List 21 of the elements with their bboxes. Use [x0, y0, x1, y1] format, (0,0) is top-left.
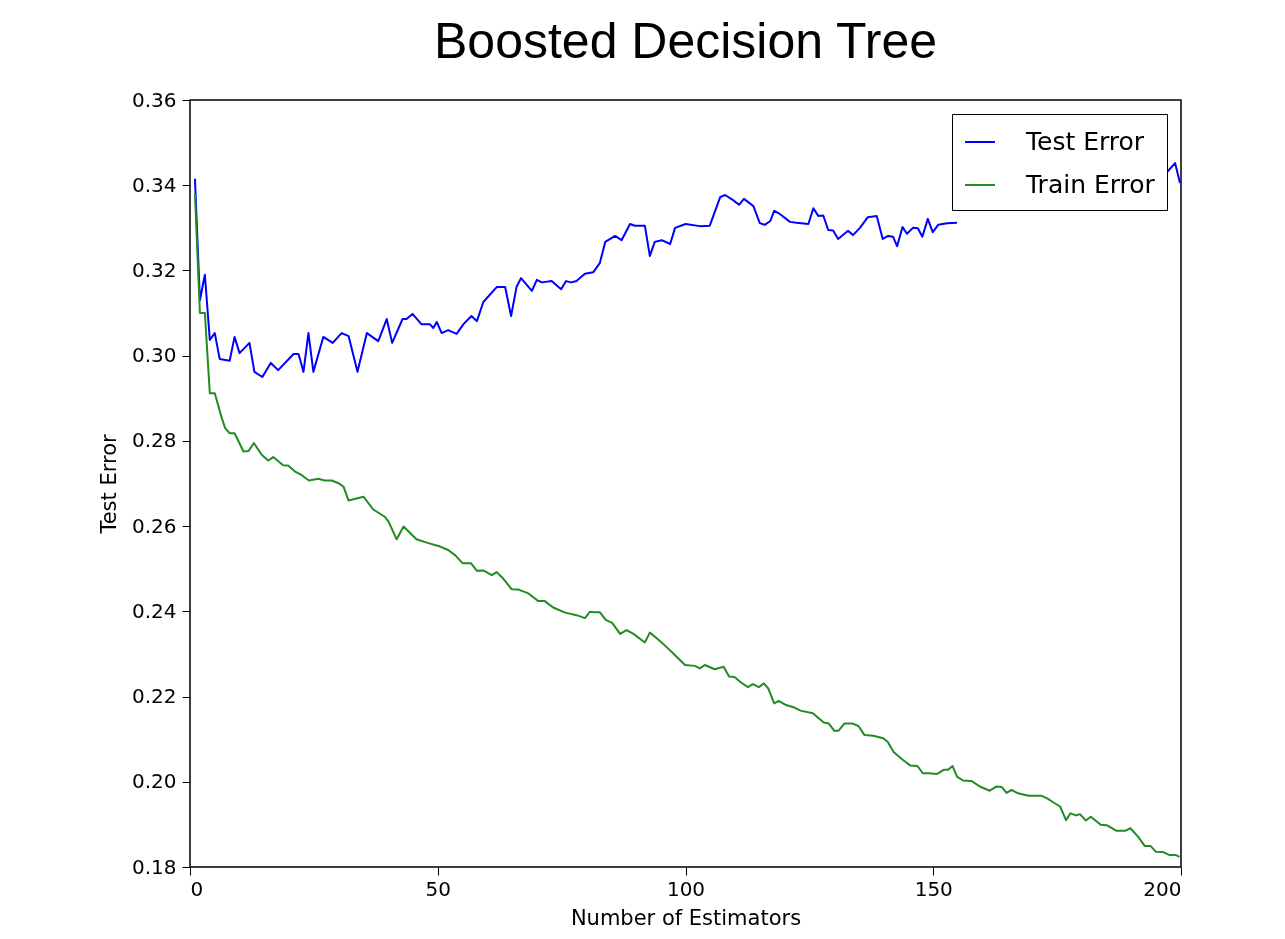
- x-tick-label: 0: [190, 876, 204, 901]
- y-tick-label: 0.32: [131, 257, 177, 282]
- line-series: [193, 192, 1181, 858]
- y-tick-label: 0.28: [131, 428, 177, 453]
- y-tick-label: 0.26: [131, 513, 177, 538]
- x-tick-label: 200: [1143, 876, 1182, 901]
- chart-title: Boosted Decision Tree: [433, 13, 938, 69]
- legend-label: Test Error: [1025, 127, 1145, 156]
- y-tick-label: 0.18: [131, 854, 177, 879]
- y-tick-label: 0.34: [131, 172, 177, 197]
- legend-label: Train Error: [1025, 170, 1156, 199]
- y-tick-label: 0.36: [131, 87, 177, 112]
- y-tick-label: 0.22: [131, 684, 177, 709]
- x-tick-label: 50: [425, 876, 451, 901]
- y-tick-label: 0.30: [131, 343, 177, 368]
- x-tick-label: 100: [666, 876, 706, 901]
- x-tick-label: 150: [914, 876, 953, 901]
- y-tick-label: 0.24: [131, 598, 177, 623]
- y-axis-title: Test Error: [96, 434, 121, 535]
- y-tick-label: 0.20: [131, 769, 177, 794]
- x-axis-title: Number of Estimators: [570, 905, 802, 930]
